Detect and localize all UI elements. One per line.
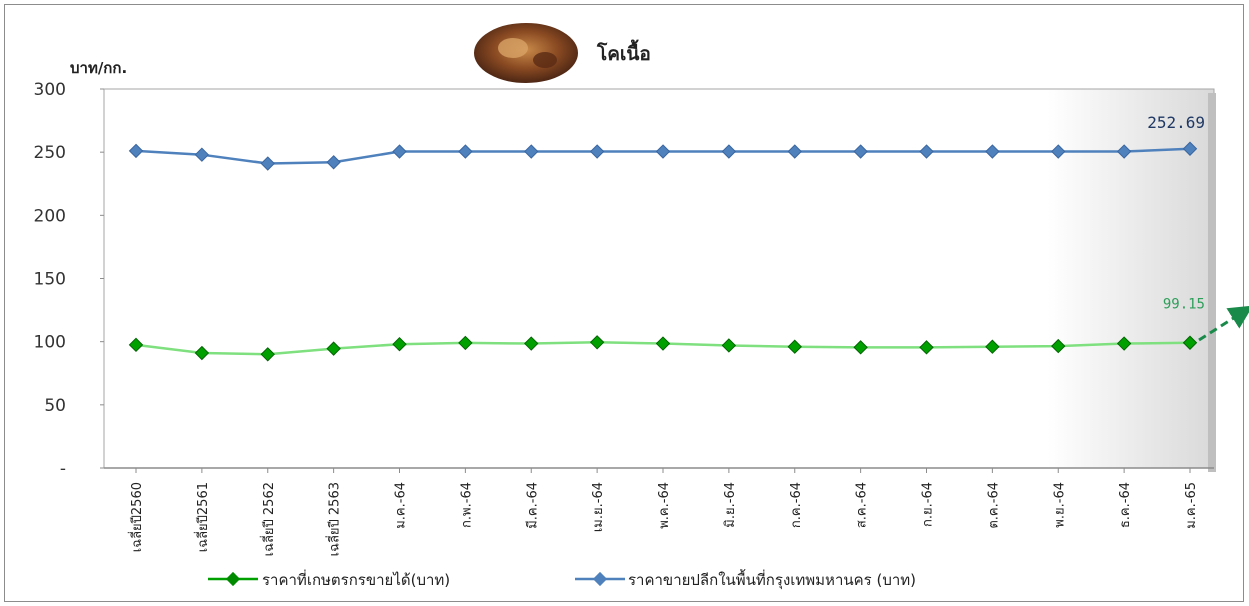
title-image (473, 22, 579, 84)
x-ticks: เฉลี่ยปี2560 เฉลี่ยปี2561 เฉลี่ยปี 2562 เฉล… (128, 468, 1199, 556)
y-tick-label: 150 (34, 270, 66, 290)
x-tick-label: มิ.ย.-64 (723, 482, 738, 528)
x-tick-label: ธ.ค.-64 (1118, 482, 1133, 528)
y-tick-label: 300 (34, 80, 66, 100)
x-tick-label: ก.ค.-64 (789, 482, 804, 528)
x-tick-label: ม.ค.-65 (1184, 482, 1199, 529)
cattle-photo-detail (498, 38, 528, 58)
legend-item-farm-price: ราคาที่เกษตรกรขายได้(บาท) (208, 569, 450, 589)
data-label: 99.15 (1163, 297, 1205, 313)
x-tick-label: ก.ย.-64 (921, 482, 936, 527)
y-tick-label: 50 (44, 396, 66, 416)
y-ticks: - 50 100 150 200 250 300 (34, 80, 104, 479)
x-tick-label: มี.ค.-64 (524, 482, 540, 529)
y-tick-label: 200 (34, 206, 66, 226)
legend-item-retail-price: ราคาขายปลีกในพื้นที่กรุงเทพมหานคร (บาท) (575, 569, 916, 590)
plot-area (104, 89, 1214, 468)
plot-right-shadow (1208, 93, 1216, 472)
y-tick-label: 100 (34, 333, 66, 353)
data-label: 252.69 (1147, 113, 1205, 132)
cattle-photo-icon (473, 22, 579, 84)
y-tick-label: 250 (34, 143, 66, 163)
x-tick-label: เม.ย.-64 (591, 482, 606, 532)
y-tick-label: - (60, 459, 66, 479)
legend-swatch-marker (226, 572, 240, 586)
x-tick-label: ส.ค.-64 (855, 482, 870, 528)
chart-title: โคเนื้อ (596, 39, 651, 65)
x-tick-label: เฉลี่ยปี 2562 (260, 482, 277, 556)
legend: ราคาที่เกษตรกรขายได้(บาท) ราคาขายปลีกในพ… (208, 569, 916, 590)
x-tick-label: เฉลี่ยปี2560 (128, 482, 145, 552)
x-tick-label: ก.พ.-64 (459, 482, 474, 528)
legend-swatch-marker (593, 572, 607, 586)
x-tick-label: ม.ค.-64 (394, 482, 409, 529)
x-tick-label: ต.ค.-64 (986, 482, 1001, 529)
legend-label-farm-price: ราคาที่เกษตรกรขายได้(บาท) (262, 569, 450, 589)
x-tick-label: เฉลี่ยปี 2563 (326, 482, 343, 556)
legend-label-retail-price: ราคาขายปลีกในพื้นที่กรุงเทพมหานคร (บาท) (628, 569, 916, 590)
x-tick-label: เฉลี่ยปี2561 (194, 482, 211, 552)
cattle-photo-detail (533, 52, 557, 68)
x-tick-label: พ.ค.-64 (657, 482, 672, 529)
x-tick-label: พ.ย.-64 (1052, 482, 1067, 528)
y-axis-label: บาท/กก. (70, 59, 127, 77)
